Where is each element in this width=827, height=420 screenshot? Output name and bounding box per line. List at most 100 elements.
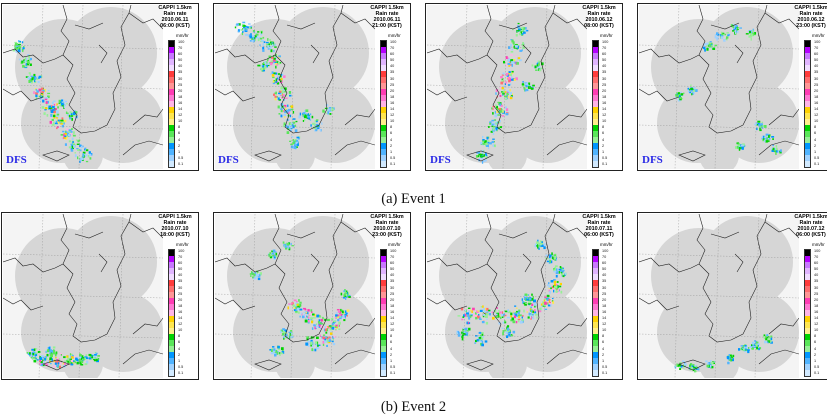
radar-map [215, 5, 375, 169]
rain-echo [675, 24, 782, 155]
colorbar-tick: 2 [178, 143, 181, 148]
radar-map [3, 214, 163, 378]
colorbar [804, 249, 811, 377]
colorbar-tick: 6 [178, 131, 181, 136]
colorbar-tick: 18 [602, 94, 607, 99]
colorbar-tick: 8 [602, 334, 605, 339]
radar-coverage [15, 7, 163, 169]
colorbar-tick: 50 [602, 58, 607, 63]
colorbar-tick: 10 [814, 119, 819, 124]
colorbar-tick: 12 [602, 113, 607, 118]
colorbar-tick: 0.1 [814, 161, 820, 166]
unit-label: mm/hr [812, 33, 825, 38]
colorbar-tick: 70 [602, 46, 607, 51]
colorbar-tick: 50 [178, 58, 183, 63]
colorbar-tick: 40 [178, 273, 183, 278]
colorbar [168, 40, 175, 168]
colorbar-tick: 50 [178, 267, 183, 272]
colorbar-tick: 18 [390, 303, 395, 308]
colorbar-tick: 2 [390, 143, 393, 148]
coastline-map [3, 214, 163, 378]
colorbar-tick: 50 [814, 267, 819, 272]
header-time: 06:00 (KST) [584, 232, 614, 239]
colorbar-tick: 0.1 [390, 161, 396, 166]
radar-panel: CAPPI 1.5km Rain rate 2010.06.12 23:00 (KST… [637, 3, 827, 171]
colorbar [804, 40, 811, 168]
colorbar [380, 40, 387, 168]
dfs-label: DFS [6, 154, 27, 166]
colorbar [592, 249, 599, 377]
colorbar-tick: 4 [390, 137, 393, 142]
header-title: CAPPI 1.5km [794, 5, 827, 11]
colorbar-tick: 12 [390, 113, 395, 118]
colorbar-tick: 30 [390, 76, 395, 81]
colorbar-tick: 2 [602, 143, 605, 148]
radar-panel: CAPPI 1.5km Rain rate 2010.06.11 06:00 (KST… [1, 3, 199, 171]
colorbar-tick: 70 [602, 255, 607, 260]
colorbar-tick: 4 [390, 346, 393, 351]
colorbar-tick: 20 [390, 297, 395, 302]
colorbar-tick: 8 [178, 334, 181, 339]
colorbar-tick: 16 [178, 309, 183, 314]
caption-event-2: (b) Event 2 [380, 399, 447, 415]
rain-echo [456, 239, 567, 347]
colorbar-tick: 8 [602, 125, 605, 130]
colorbar-tick: 8 [814, 125, 817, 130]
colorbar-tick: 14 [602, 316, 607, 321]
colorbar-tick: 18 [814, 94, 819, 99]
radar-map [215, 214, 375, 378]
unit-label: mm/hr [176, 33, 189, 38]
header-subtitle: Rain rate [799, 11, 823, 18]
colorbar-tick: 18 [390, 94, 395, 99]
colorbar-tick: 1 [390, 149, 393, 154]
colorbar-tick: 70 [390, 46, 395, 51]
colorbar-tick: 20 [178, 297, 183, 302]
colorbar-tick: 12 [814, 322, 819, 327]
colorbar [592, 40, 599, 168]
radar-panel: CAPPI 1.5km Rain rate 2010.07.11 06:00 (KST… [425, 212, 623, 380]
colorbar-tick: 6 [814, 131, 817, 136]
header-time: 06:00 (KST) [796, 232, 826, 239]
header-title: CAPPI 1.5km [370, 214, 404, 220]
coastline-map [3, 5, 163, 169]
colorbar-tick: 10 [602, 119, 607, 124]
colorbar-tick: 8 [390, 125, 393, 130]
header-time: 08:00 (KST) [584, 23, 614, 30]
colorbar-tick: 18 [178, 303, 183, 308]
colorbar-ticks: 100 70 60 50 40 35 30 25 20 18 16 14 12 10 8 6 4 2 1 0.5 0.1 [814, 249, 827, 377]
radar-map [3, 5, 163, 169]
panel-header: CAPPI 1.5km Rain rate 2010.06.11 06:00 (KST… [152, 5, 198, 29]
colorbar-tick: 18 [178, 94, 183, 99]
header-subtitle: Rain rate [375, 220, 399, 227]
colorbar-tick: 12 [602, 322, 607, 327]
colorbar-ticks: 100 70 60 50 40 35 30 25 20 18 16 14 12 10 8 6 4 2 1 0.5 0.1 [178, 40, 198, 168]
colorbar-tick: 25 [814, 291, 819, 296]
panel-header: CAPPI 1.5km Rain rate 2010.06.11 21:00 (KST… [364, 5, 410, 29]
header-subtitle: Rain rate [375, 11, 399, 18]
colorbar-tick: 35 [390, 70, 395, 75]
colorbar-tick: 30 [602, 285, 607, 290]
colorbar-tick: 100 [602, 40, 609, 44]
radar-coverage [227, 7, 375, 169]
colorbar-tick: 18 [602, 303, 607, 308]
colorbar-tick: 2 [602, 352, 605, 357]
colorbar-tick: 50 [602, 267, 607, 272]
colorbar-tick: 0.1 [602, 370, 608, 375]
colorbar-tick: 0.5 [390, 364, 396, 369]
coastline-map [215, 5, 375, 169]
header-title: CAPPI 1.5km [158, 5, 192, 11]
colorbar-tick: 0.5 [814, 364, 820, 369]
colorbar-tick: 14 [390, 107, 395, 112]
colorbar-tick: 10 [602, 328, 607, 333]
colorbar-tick: 16 [814, 100, 819, 105]
colorbar-tick: 35 [602, 279, 607, 284]
colorbar-tick: 0.5 [602, 364, 608, 369]
colorbar-tick: 0.5 [602, 155, 608, 160]
colorbar-tick: 40 [178, 64, 183, 69]
colorbar-tick: 16 [390, 309, 395, 314]
radar-map [639, 5, 799, 169]
header-title: CAPPI 1.5km [370, 5, 404, 11]
colorbar-tick: 8 [178, 125, 181, 130]
colorbar-tick: 6 [178, 340, 181, 345]
radar-coverage [227, 216, 375, 378]
